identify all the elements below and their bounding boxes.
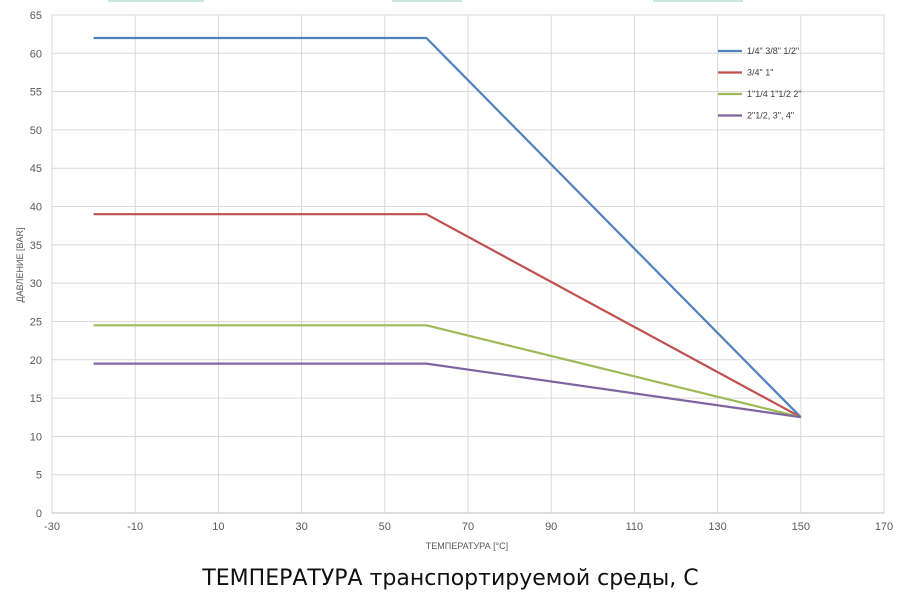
x-tick-label: -30	[44, 521, 60, 533]
series-line-1	[93, 36, 802, 418]
y-tick-label: 5	[36, 470, 42, 482]
x-tick-label: 170	[875, 521, 893, 533]
y-axis-title: ДАВЛЕНИЕ [BAR]	[15, 228, 25, 303]
x-tick-label: 30	[295, 521, 307, 533]
y-tick-label: 50	[30, 125, 42, 137]
y-tick-label: 15	[30, 393, 42, 405]
top-tab-marker-1	[108, 0, 204, 2]
axes: 0 5 10 15 20 25 30 35 40 45 50 55 60 65 -30 -10 10 30 50 70…	[30, 10, 893, 533]
legend: 1/4" 3/8" 1/2" 3/4" 1" 1"1/4 1"1/2 2" 2"1/2…	[718, 46, 802, 121]
x-tick-label: -10	[127, 521, 143, 533]
y-tick-label: 60	[30, 48, 42, 60]
x-tick-label: 110	[626, 521, 644, 533]
y-tick-label: 40	[30, 202, 42, 214]
x-tick-label: 50	[379, 521, 391, 533]
y-tick-label: 65	[30, 10, 42, 22]
y-tick-label: 45	[30, 163, 42, 175]
series-lines	[93, 36, 802, 419]
y-tick-label: 35	[30, 240, 42, 252]
top-tab-marker-3	[653, 0, 743, 2]
chart-caption: ТЕМПЕРАТУРА транспортируемой среды, С	[202, 566, 699, 591]
y-tick-label: 30	[30, 278, 42, 290]
x-tick-label: 130	[708, 521, 726, 533]
series-line-3	[93, 324, 802, 419]
legend-label-4: 2"1/2, 3", 4"	[747, 111, 794, 121]
x-tick-label: 90	[545, 521, 557, 533]
x-axis-title: ТЕМПЕРАТУРА [°C]	[426, 541, 508, 551]
y-tick-label: 10	[30, 431, 42, 443]
x-tick-label: 150	[792, 521, 810, 533]
series-line-4	[93, 362, 801, 419]
y-tick-label: 20	[30, 355, 42, 367]
legend-label-3: 1"1/4 1"1/2 2"	[747, 89, 802, 99]
x-tick-label: 70	[462, 521, 474, 533]
legend-label-2: 3/4" 1"	[747, 68, 773, 78]
y-tick-label: 0	[36, 508, 42, 520]
series-line-2	[93, 213, 802, 419]
grid-lines	[51, 14, 885, 513]
legend-label-1: 1/4" 3/8" 1/2"	[747, 46, 799, 56]
y-tick-label: 25	[30, 316, 42, 328]
pressure-temperature-chart: 0 5 10 15 20 25 30 35 40 45 50 55 60 65 -30 -10 10 30 50 70…	[15, 10, 893, 551]
x-tick-label: 10	[212, 521, 224, 533]
y-tick-label: 55	[30, 87, 42, 99]
top-tab-marker-2	[392, 0, 462, 2]
